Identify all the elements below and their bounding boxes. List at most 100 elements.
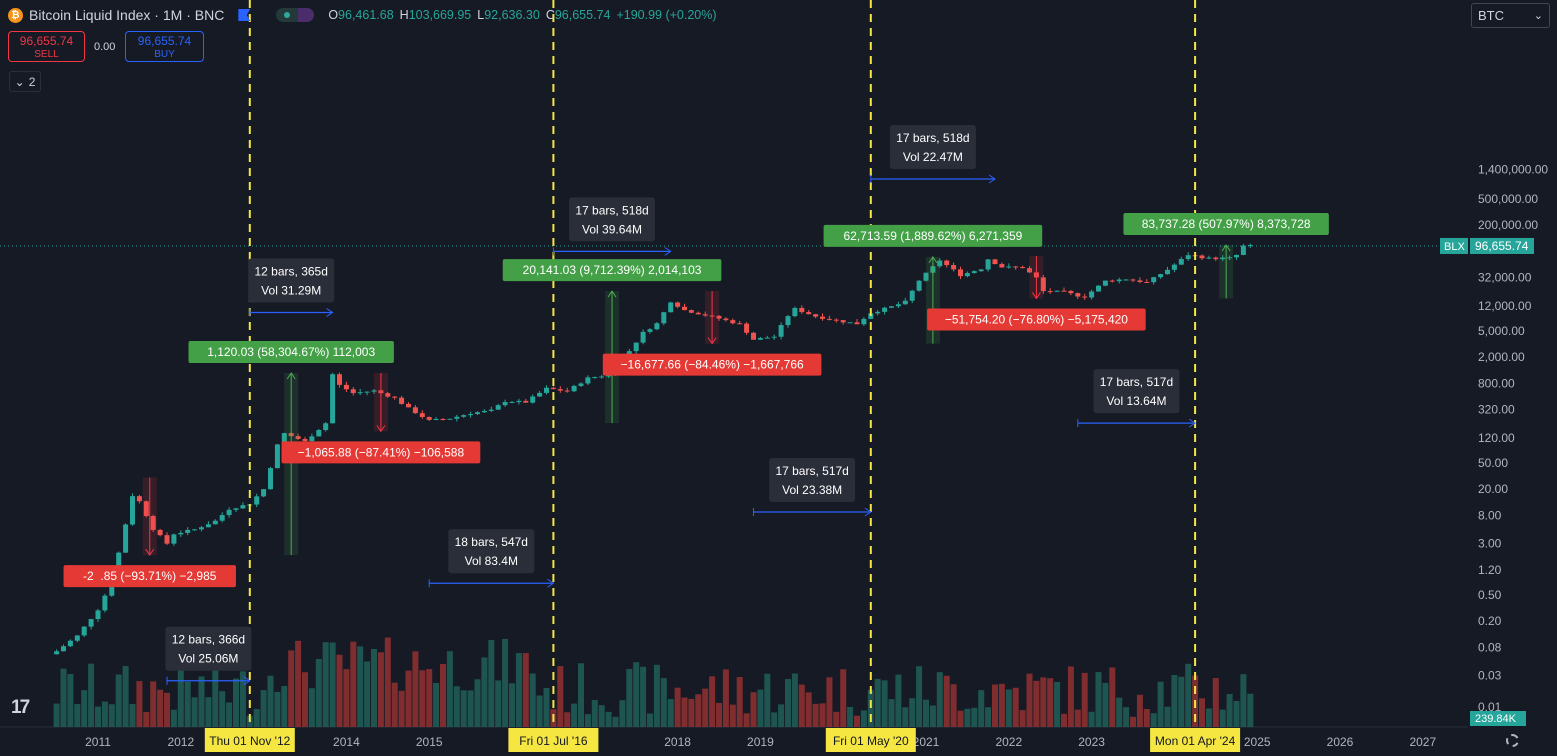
volume-bar (950, 684, 957, 727)
volume-bar (729, 704, 736, 727)
volume-bar (1123, 707, 1130, 727)
volume-bar (736, 676, 743, 727)
volume-bar (1026, 673, 1033, 727)
gear-icon[interactable] (1506, 734, 1519, 747)
volume-bar (633, 662, 640, 727)
last-price-text: 96,655.74 (1475, 239, 1529, 253)
candle (861, 318, 867, 325)
tradingview-logo-icon: 17 (11, 697, 30, 718)
candle (751, 332, 756, 340)
volume-bar (170, 709, 177, 727)
sell-button[interactable]: 96,655.74 SELL (8, 31, 85, 62)
volume-bar (1109, 667, 1116, 727)
volume-bar (467, 690, 474, 727)
volume-bar (647, 713, 653, 727)
measure-arrowhead (145, 548, 155, 557)
volume-bar (315, 658, 322, 727)
volume-bar (819, 703, 826, 727)
volume-bar (67, 674, 74, 727)
volume-bar (488, 639, 495, 727)
candle (1040, 277, 1046, 292)
price-axis (1468, 0, 1557, 756)
price-tick-label: 500,000.00 (1478, 192, 1538, 206)
volume-bar (357, 646, 364, 727)
candle (778, 325, 784, 337)
replay-icon[interactable] (298, 8, 315, 22)
volume-bar (964, 708, 971, 727)
volume-bar (101, 701, 108, 727)
volume-bar (826, 677, 833, 727)
price-tick-label: 3.00 (1478, 537, 1502, 551)
volume-bar (771, 712, 778, 727)
candle (682, 306, 687, 311)
volume-bar (322, 642, 329, 727)
candle (599, 376, 605, 378)
spread-value: 0.00 (94, 40, 116, 53)
candle (1199, 255, 1205, 259)
range-arrowhead (1188, 418, 1197, 428)
volume-bar (943, 675, 950, 727)
candle (1171, 264, 1177, 270)
volume-bar (74, 704, 81, 727)
volume-bar (212, 662, 219, 727)
range-bars-label: 17 bars, 517d (1100, 375, 1173, 389)
candle (730, 320, 736, 324)
candle (95, 610, 101, 620)
volume-bar (1143, 708, 1150, 727)
volume-bar (916, 666, 923, 727)
indicators-toggle[interactable]: ⌄ 2 (9, 71, 41, 92)
measure-arrowhead (928, 256, 938, 264)
volume-bar (674, 687, 681, 727)
open-value: 96,461.68 (338, 8, 394, 22)
volume-bar (433, 683, 440, 727)
volume-bar (660, 678, 667, 727)
volume-bar (274, 691, 281, 727)
trade-panel: 96,655.74 SELL 0.00 96,655.74 BUY (8, 31, 204, 62)
volume-bar (1150, 713, 1157, 727)
candle (1158, 274, 1164, 278)
candle (985, 259, 991, 270)
volume-bar (88, 663, 95, 727)
candle (1013, 266, 1019, 268)
candle (868, 313, 874, 319)
candle (647, 329, 653, 332)
candle (1047, 291, 1053, 293)
candle (447, 418, 453, 420)
symbol-select[interactable]: BTC ⌄ (1471, 3, 1550, 28)
range-arrowhead (988, 174, 996, 184)
candle (385, 393, 391, 397)
volume-bar (805, 692, 812, 727)
candle (771, 336, 777, 338)
volume-bar (502, 638, 509, 727)
candle (509, 402, 515, 404)
volume-bar (1136, 694, 1143, 727)
volume-bar (308, 688, 315, 727)
candle (164, 535, 170, 544)
candle (61, 646, 66, 652)
candle (226, 509, 232, 516)
measure-label-box (602, 353, 822, 376)
visibility-toggle[interactable] (276, 8, 315, 22)
year-tick-label: 2021 (913, 735, 940, 749)
volume-bar (605, 711, 612, 727)
candle (1144, 281, 1150, 283)
range-box (1093, 369, 1180, 414)
candle (240, 505, 246, 509)
eye-icon[interactable] (276, 8, 299, 22)
candle (737, 323, 743, 325)
measure-label-box (63, 565, 236, 588)
measure-label-box (502, 259, 722, 282)
range-bars-label: 12 bars, 365d (255, 264, 328, 278)
candle (440, 419, 446, 421)
volume-bar (612, 716, 619, 727)
candle (688, 310, 694, 313)
volume-bar (143, 712, 150, 727)
volume-bar (812, 703, 819, 727)
buy-button[interactable]: 96,655.74 BUY (125, 31, 204, 62)
volume-bar (681, 697, 688, 727)
range-volume-label: Vol 22.47M (903, 150, 963, 164)
candle (875, 311, 881, 314)
flag-icon[interactable] (238, 9, 251, 21)
price-tick-label: 120.00 (1478, 431, 1515, 445)
